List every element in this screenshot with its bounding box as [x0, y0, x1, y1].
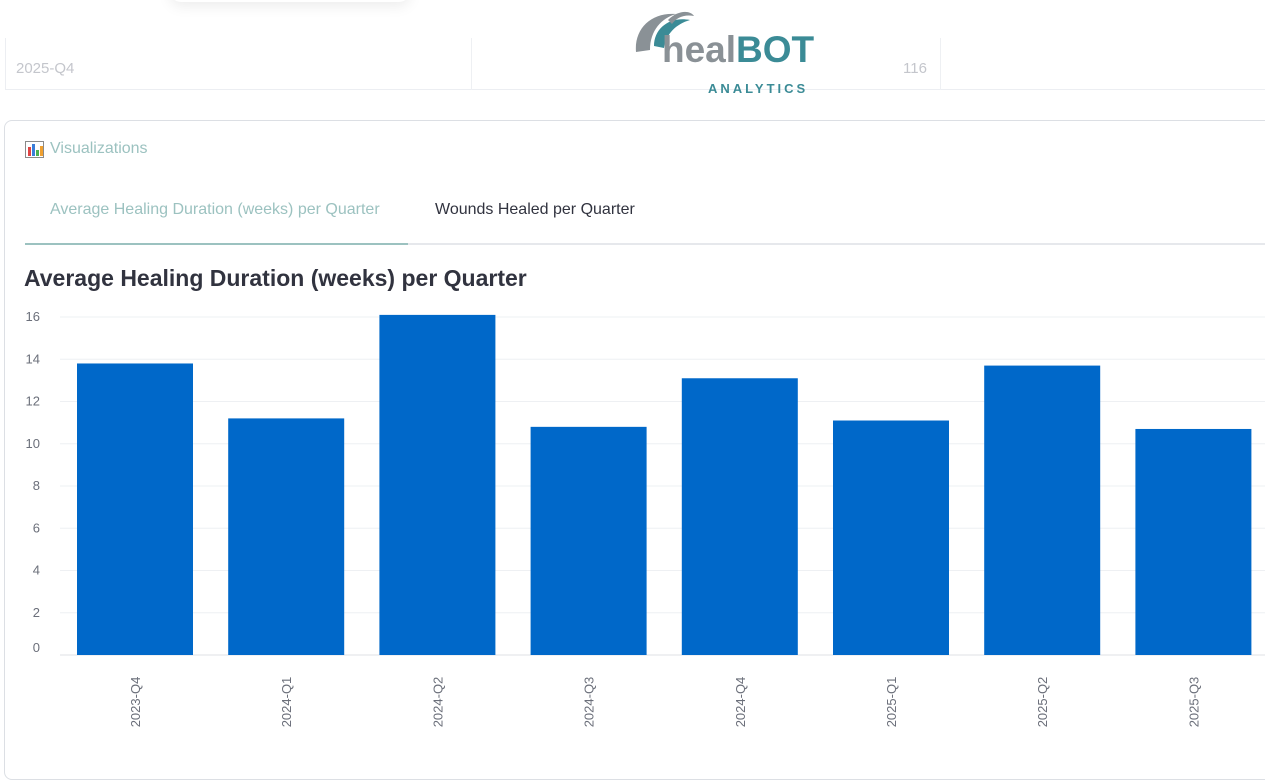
y-tick-label: 2: [33, 605, 40, 620]
bar-2025-Q3[interactable]: [1135, 428, 1252, 655]
y-tick-label: 14: [26, 351, 40, 366]
x-tick-label: 2025-Q3: [1186, 677, 1201, 728]
y-tick-label: 12: [26, 394, 40, 409]
x-tick-label: 2024-Q4: [733, 677, 748, 728]
y-tick-label: 4: [33, 563, 40, 578]
tab-average-healing-duration[interactable]: Average Healing Duration (weeks) per Qua…: [50, 201, 380, 218]
y-tick-label: 0: [33, 640, 40, 655]
tab-wounds-healed[interactable]: Wounds Healed per Quarter: [435, 201, 635, 218]
bar-2024-Q4[interactable]: [681, 378, 798, 655]
x-tick-label: 2025-Q2: [1035, 677, 1050, 728]
bar-2025-Q2[interactable]: [984, 365, 1101, 655]
x-tick-label: 2024-Q3: [582, 677, 597, 728]
active-tab-indicator: [25, 243, 408, 245]
column-divider: [940, 38, 941, 90]
floating-panel-shadow: [170, 0, 410, 2]
table-row: 2025-Q4 116: [5, 38, 1265, 90]
logo-swoosh-icon: [635, 11, 694, 52]
x-tick-label: 2023-Q4: [128, 677, 143, 728]
y-axis-ticks: 0 2 4 6 8 10 12 14 16: [26, 309, 40, 655]
logo-wordmark: healBOT: [662, 28, 814, 72]
y-tick-label: 6: [33, 520, 40, 535]
logo-word-heal: heal: [662, 29, 737, 70]
column-divider: [471, 38, 472, 90]
chart-title: Average Healing Duration (weeks) per Qua…: [24, 265, 527, 291]
table-cell-quarter: 2025-Q4: [16, 60, 75, 77]
bar-2025-Q1[interactable]: [833, 420, 949, 655]
section-title: Visualizations: [50, 140, 148, 157]
x-tick-label: 2024-Q2: [430, 677, 445, 728]
y-tick-label: 16: [26, 309, 40, 324]
y-tick-label: 10: [26, 436, 40, 451]
y-tick-label: 8: [33, 478, 40, 493]
bar-2024-Q2[interactable]: [379, 314, 496, 655]
bar-chart: 0 2 4 6 8 10 12 14 16 2023-Q4 2024-Q1 2024-Q2 2024-…: [26, 309, 1265, 728]
section-header: Visualizations: [25, 140, 148, 158]
x-axis-ticks: 2023-Q4 2024-Q1 2024-Q2 2024-Q3 2024-Q4 2025-…: [128, 677, 1201, 728]
bar-2024-Q1[interactable]: [228, 418, 345, 655]
logo-subtitle: ANALYTICS: [708, 81, 809, 96]
table-cell-count: 116: [903, 60, 927, 77]
bar-2023-Q4[interactable]: [77, 363, 193, 655]
chart-bars: [77, 314, 1252, 655]
visualizations-card: Visualizations Average Healing Duration …: [4, 120, 1265, 780]
bar-chart-icon: [25, 140, 44, 158]
x-tick-label: 2025-Q1: [884, 677, 899, 728]
healbot-logo: healBOT ANALYTICS: [632, 6, 822, 98]
logo-word-bot: BOT: [736, 29, 815, 70]
x-tick-label: 2024-Q1: [279, 677, 294, 728]
chart-tabs: Average Healing Duration (weeks) per Qua…: [25, 183, 1265, 245]
bar-2024-Q3[interactable]: [530, 426, 647, 655]
